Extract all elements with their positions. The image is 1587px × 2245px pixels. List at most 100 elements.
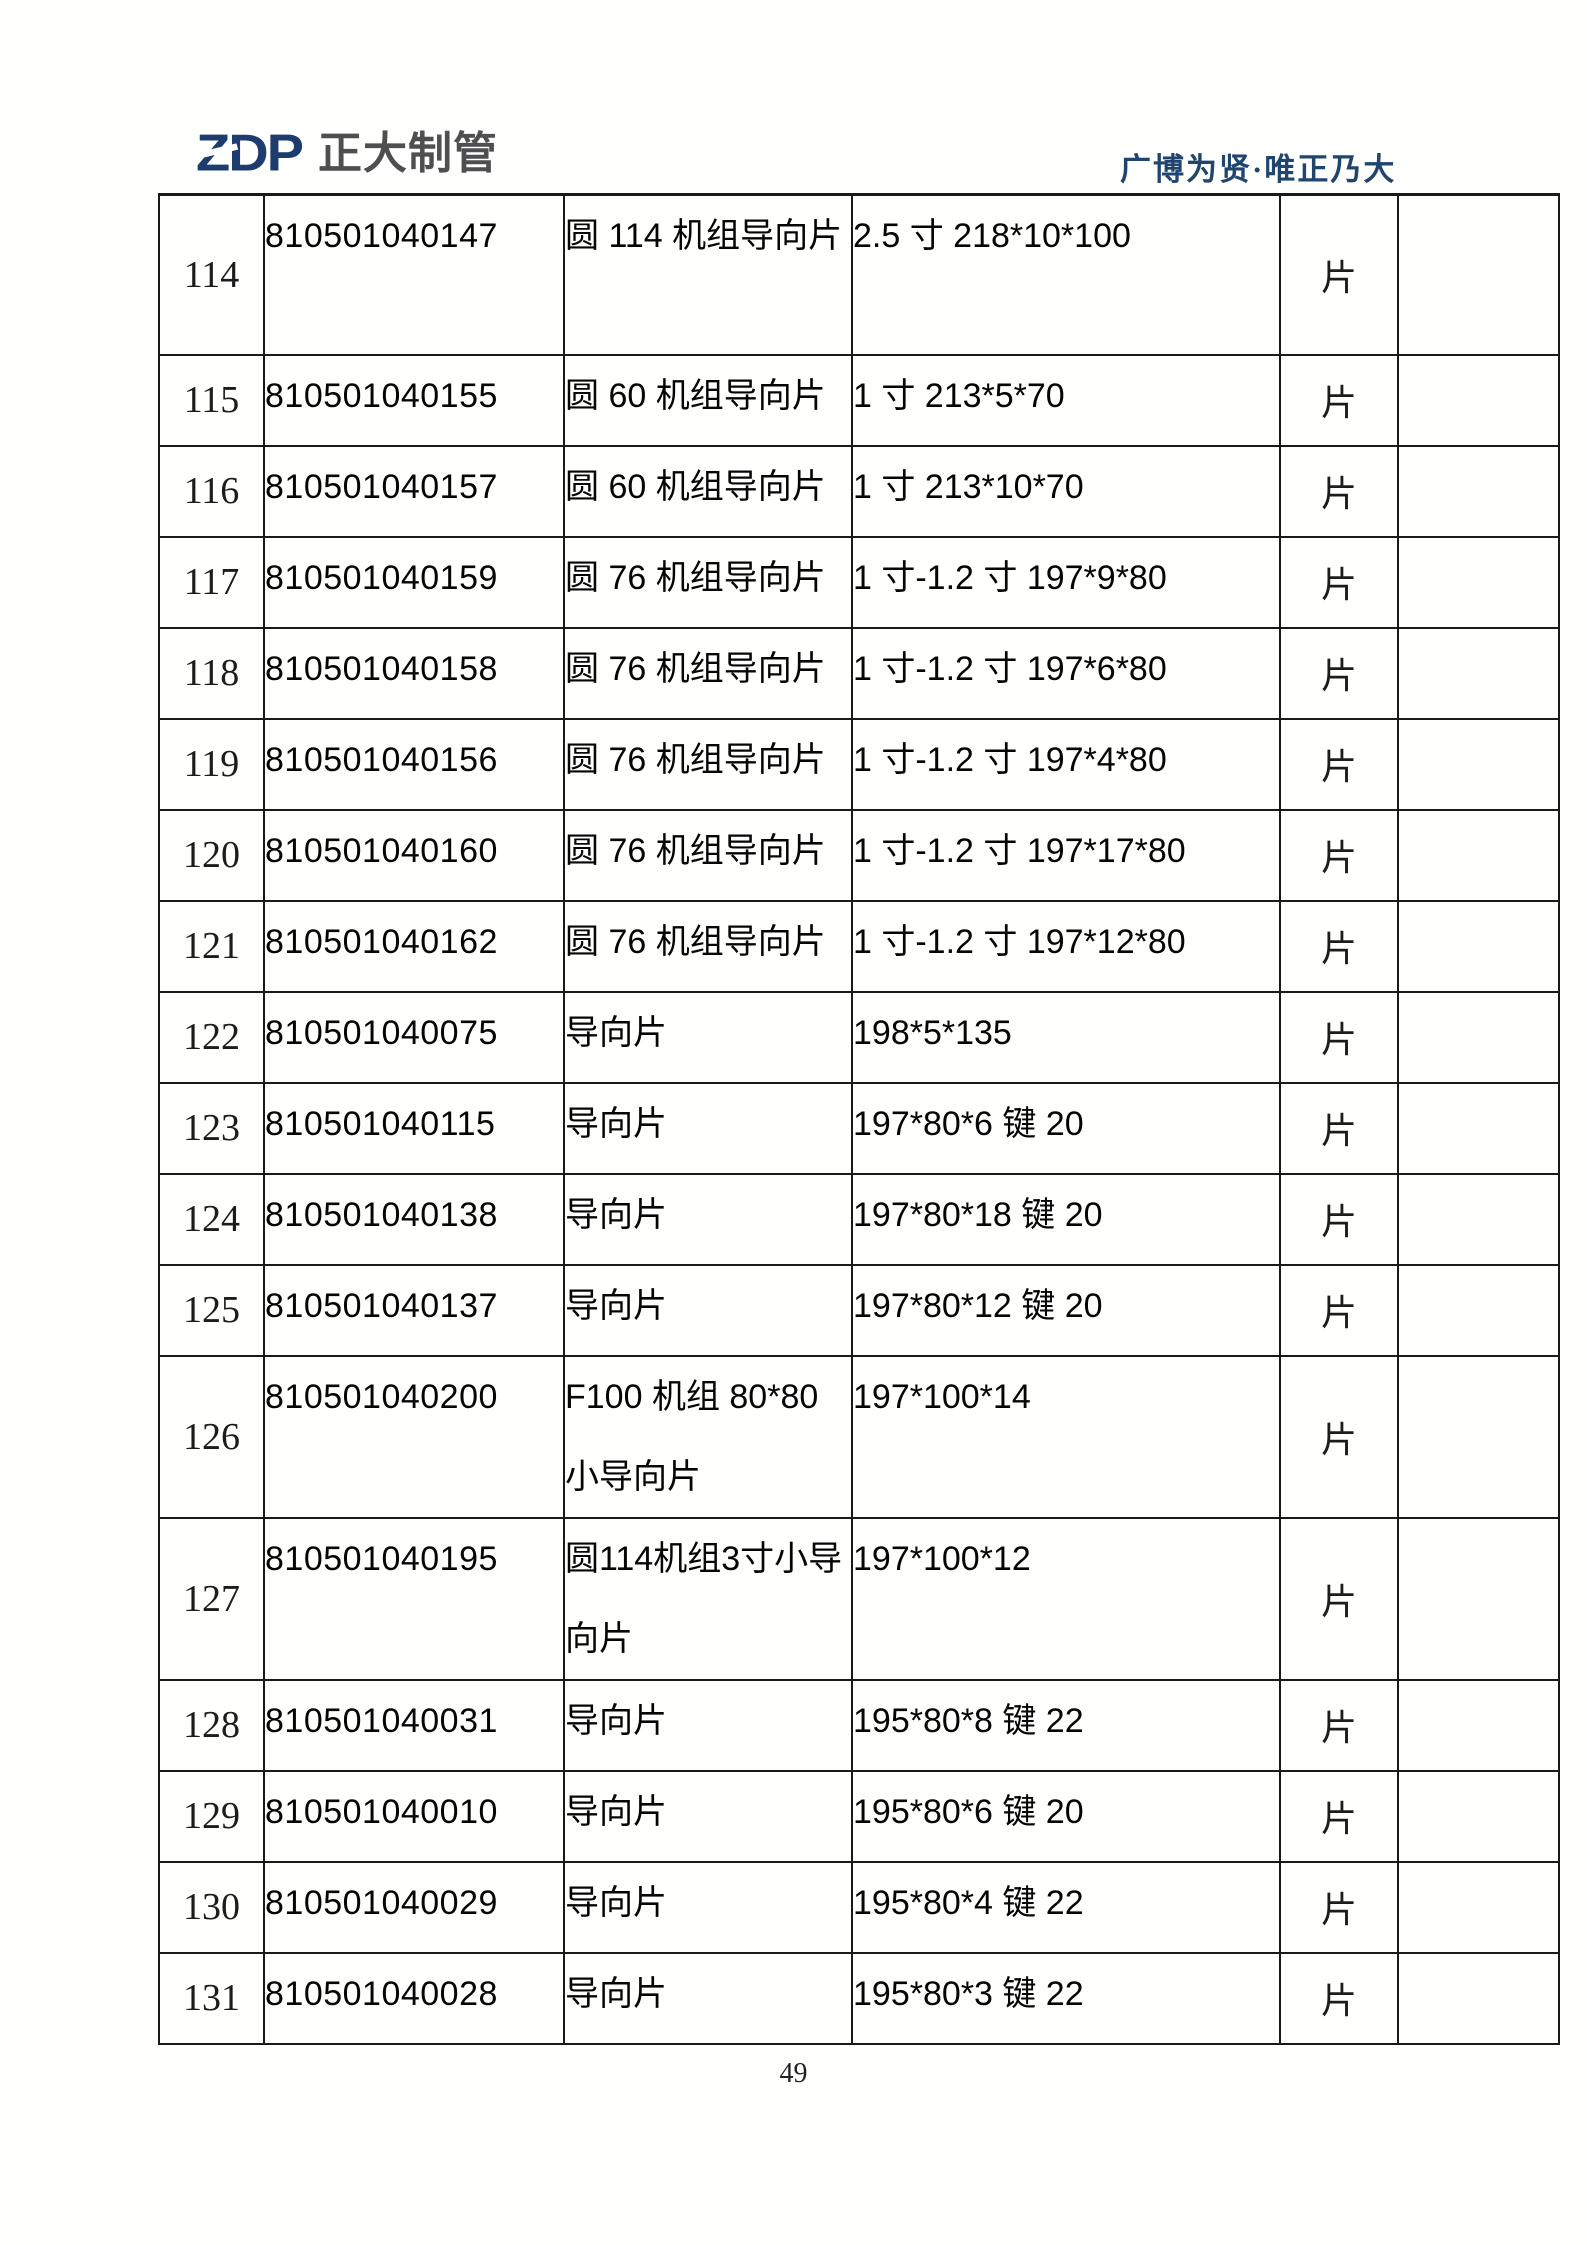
spec-cell: 1 寸-1.2 寸 197*17*80 <box>851 808 1281 902</box>
table-row: 122 810501040075 导向片 198*5*135 片 <box>158 990 1560 1084</box>
spec-cell: 195*80*6 键 20 <box>851 1769 1281 1863</box>
row-number-cell: 131 <box>158 1951 265 2045</box>
empty-cell <box>1397 535 1560 629</box>
material-code-cell: 810501040115 <box>263 1081 565 1175</box>
spec-cell: 1 寸-1.2 寸 197*6*80 <box>851 626 1281 720</box>
material-code-cell: 810501040157 <box>263 444 565 538</box>
row-number-cell: 119 <box>158 717 265 811</box>
empty-cell <box>1397 1516 1560 1681</box>
row-number-cell: 126 <box>158 1354 265 1519</box>
unit-cell: 片 <box>1279 808 1399 902</box>
material-name-cell: 导向片 <box>563 1172 853 1266</box>
table-row: 124 810501040138 导向片 197*80*18 键 20 片 <box>158 1172 1560 1266</box>
table-row: 121 810501040162 圆 76 机组导向片 1 寸-1.2 寸 19… <box>158 899 1560 993</box>
empty-cell <box>1397 1172 1560 1266</box>
material-name-cell: 圆 60 机组导向片 <box>563 353 853 447</box>
row-number-cell: 116 <box>158 444 265 538</box>
material-code-cell: 810501040159 <box>263 535 565 629</box>
unit-cell: 片 <box>1279 990 1399 1084</box>
unit-cell: 片 <box>1279 717 1399 811</box>
company-name: 正大制管 <box>318 129 498 178</box>
material-name-cell: 导向片 <box>563 990 853 1084</box>
unit-cell: 片 <box>1279 193 1399 356</box>
unit-cell: 片 <box>1279 899 1399 993</box>
material-name-cell: 导向片 <box>563 1860 853 1954</box>
row-number-cell: 118 <box>158 626 265 720</box>
row-number-cell: 124 <box>158 1172 265 1266</box>
spec-cell: 195*80*8 键 22 <box>851 1678 1281 1772</box>
spec-cell: 195*80*3 键 22 <box>851 1951 1281 2045</box>
row-number-cell: 128 <box>158 1678 265 1772</box>
table-row: 119 810501040156 圆 76 机组导向片 1 寸-1.2 寸 19… <box>158 717 1560 811</box>
spec-cell: 1 寸 213*5*70 <box>851 353 1281 447</box>
material-name-cell: 导向片 <box>563 1951 853 2045</box>
material-code-cell: 810501040195 <box>263 1516 565 1681</box>
material-code-cell: 810501040010 <box>263 1769 565 1863</box>
table-row: 123 810501040115 导向片 197*80*6 键 20 片 <box>158 1081 1560 1175</box>
empty-cell <box>1397 353 1560 447</box>
page-number: 49 <box>779 2058 808 2089</box>
empty-cell <box>1397 717 1560 811</box>
empty-cell <box>1397 1769 1560 1863</box>
row-number-cell: 121 <box>158 899 265 993</box>
spec-cell: 1 寸 213*10*70 <box>851 444 1281 538</box>
unit-cell: 片 <box>1279 1678 1399 1772</box>
row-number-cell: 120 <box>158 808 265 902</box>
spec-cell: 197*80*18 键 20 <box>851 1172 1281 1266</box>
unit-cell: 片 <box>1279 535 1399 629</box>
table-row: 128 810501040031 导向片 195*80*8 键 22 片 <box>158 1678 1560 1772</box>
material-name-cell: 导向片 <box>563 1678 853 1772</box>
empty-cell <box>1397 1860 1560 1954</box>
material-name-cell: 圆 76 机组导向片 <box>563 535 853 629</box>
unit-cell: 片 <box>1279 1860 1399 1954</box>
company-logo: ZDP 正大制管 <box>191 127 498 178</box>
empty-cell <box>1397 626 1560 720</box>
row-number-cell: 122 <box>158 990 265 1084</box>
unit-cell: 片 <box>1279 626 1399 720</box>
row-number-cell: 114 <box>158 193 265 356</box>
table-row: 115 810501040155 圆 60 机组导向片 1 寸 213*5*70… <box>158 353 1560 447</box>
table-row: 120 810501040160 圆 76 机组导向片 1 寸-1.2 寸 19… <box>158 808 1560 902</box>
empty-cell <box>1397 899 1560 993</box>
table-row: 117 810501040159 圆 76 机组导向片 1 寸-1.2 寸 19… <box>158 535 1560 629</box>
empty-cell <box>1397 193 1560 356</box>
empty-cell <box>1397 1081 1560 1175</box>
material-name-cell: 圆 76 机组导向片 <box>563 717 853 811</box>
material-code-cell: 810501040155 <box>263 353 565 447</box>
material-name-cell: 圆 76 机组导向片 <box>563 899 853 993</box>
table-row: 126 810501040200 F100 机组 80*80 小导向片 197*… <box>158 1354 1560 1519</box>
empty-cell <box>1397 444 1560 538</box>
row-number-cell: 129 <box>158 1769 265 1863</box>
material-code-cell: 810501040029 <box>263 1860 565 1954</box>
table-row: 131 810501040028 导向片 195*80*3 键 22 片 <box>158 1951 1560 2045</box>
material-name-cell: 圆 114 机组导向片 <box>563 193 853 356</box>
material-code-cell: 810501040200 <box>263 1354 565 1519</box>
material-name-cell: 圆 76 机组导向片 <box>563 626 853 720</box>
row-number-cell: 127 <box>158 1516 265 1681</box>
material-name-cell: 导向片 <box>563 1769 853 1863</box>
material-code-cell: 810501040031 <box>263 1678 565 1772</box>
empty-cell <box>1397 1263 1560 1357</box>
empty-cell <box>1397 808 1560 902</box>
table-row: 127 810501040195 圆114机组3寸小导向片 197*100*12… <box>158 1516 1560 1681</box>
material-code-cell: 810501040137 <box>263 1263 565 1357</box>
unit-cell: 片 <box>1279 353 1399 447</box>
material-name-cell: F100 机组 80*80 小导向片 <box>563 1354 853 1519</box>
unit-cell: 片 <box>1279 1081 1399 1175</box>
material-code-cell: 810501040147 <box>263 193 565 356</box>
spec-cell: 197*80*6 键 20 <box>851 1081 1281 1175</box>
spec-cell: 2.5 寸 218*10*100 <box>851 193 1281 356</box>
row-number-cell: 123 <box>158 1081 265 1175</box>
parts-table-body: 114 810501040147 圆 114 机组导向片 2.5 寸 218*1… <box>158 193 1560 2045</box>
table-row: 129 810501040010 导向片 195*80*6 键 20 片 <box>158 1769 1560 1863</box>
unit-cell: 片 <box>1279 1516 1399 1681</box>
table-row: 125 810501040137 导向片 197*80*12 键 20 片 <box>158 1263 1560 1357</box>
spec-cell: 1 寸-1.2 寸 197*9*80 <box>851 535 1281 629</box>
table-row: 116 810501040157 圆 60 机组导向片 1 寸 213*10*7… <box>158 444 1560 538</box>
table-row: 114 810501040147 圆 114 机组导向片 2.5 寸 218*1… <box>158 193 1560 356</box>
material-name-cell: 圆 60 机组导向片 <box>563 444 853 538</box>
material-name-cell: 导向片 <box>563 1263 853 1357</box>
unit-cell: 片 <box>1279 444 1399 538</box>
material-code-cell: 810501040160 <box>263 808 565 902</box>
